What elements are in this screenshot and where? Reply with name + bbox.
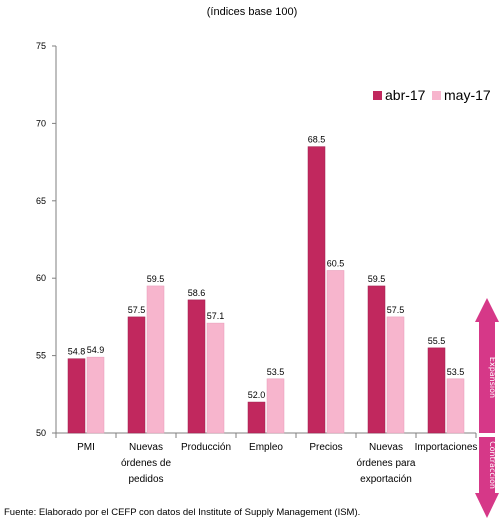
data-label: 54.8 xyxy=(68,347,86,357)
data-label: 52.0 xyxy=(248,390,266,400)
data-label: 57.1 xyxy=(207,311,225,321)
bar-may-17 xyxy=(446,378,465,434)
x-category-label: PMI xyxy=(77,442,95,453)
x-category-label: Importaciones xyxy=(415,442,478,453)
bar-abr-17 xyxy=(187,299,206,434)
bar-abr-17 xyxy=(307,146,326,434)
data-label: 60.5 xyxy=(327,258,345,268)
data-label: 68.5 xyxy=(308,135,326,145)
data-label: 53.5 xyxy=(267,367,285,377)
y-tick-label: 65 xyxy=(36,196,46,206)
x-category-label: órdenes para xyxy=(357,458,416,469)
data-label: 53.5 xyxy=(447,367,465,377)
data-label: 57.5 xyxy=(387,305,405,315)
bar-may-17 xyxy=(206,322,225,434)
data-label: 55.5 xyxy=(428,336,446,346)
source-note: Fuente: Elaborado por el CEFP con datos … xyxy=(4,507,361,518)
bar-may-17 xyxy=(146,285,165,434)
x-category-label: Producción xyxy=(181,442,231,453)
x-category-label: órdenes de xyxy=(121,458,171,469)
x-category-label: Nuevas xyxy=(129,442,163,453)
chart-subtitle: (índices base 100) xyxy=(206,6,298,18)
legend-label-abr-17: abr-17 xyxy=(385,87,426,103)
y-tick-label: 70 xyxy=(36,118,46,128)
legend-swatch-abr-17 xyxy=(373,91,382,100)
data-label: 59.5 xyxy=(147,274,165,284)
data-label: 57.5 xyxy=(128,305,146,315)
y-tick-label: 75 xyxy=(36,41,46,51)
data-label: 59.5 xyxy=(368,274,386,284)
expansion-arrow xyxy=(475,298,499,433)
bar-abr-17 xyxy=(247,401,266,434)
x-category-label: pedidos xyxy=(128,474,163,485)
legend-label-may-17: may-17 xyxy=(444,87,491,103)
contraction-label: Contracción xyxy=(488,441,498,489)
x-category-label: Empleo xyxy=(249,442,283,453)
bar-may-17 xyxy=(266,378,285,434)
x-category-label: Precios xyxy=(309,442,342,453)
x-category-label: exportación xyxy=(360,474,412,485)
bar-abr-17 xyxy=(367,285,386,434)
bar-may-17 xyxy=(386,316,405,434)
bar-abr-17 xyxy=(427,347,446,434)
bar-may-17 xyxy=(326,270,345,434)
bar-may-17 xyxy=(86,356,105,434)
data-label: 54.9 xyxy=(87,345,105,355)
bar-abr-17 xyxy=(127,316,146,434)
x-category-label: Nuevas xyxy=(369,442,403,453)
y-tick-label: 50 xyxy=(36,428,46,438)
y-tick-label: 60 xyxy=(36,273,46,283)
legend-swatch-may-17 xyxy=(432,91,441,100)
bar-abr-17 xyxy=(67,358,86,434)
contraction-arrow xyxy=(475,437,499,518)
data-label: 58.6 xyxy=(188,288,206,298)
expansion-label: Expansión xyxy=(488,357,498,398)
y-tick-label: 55 xyxy=(36,351,46,361)
